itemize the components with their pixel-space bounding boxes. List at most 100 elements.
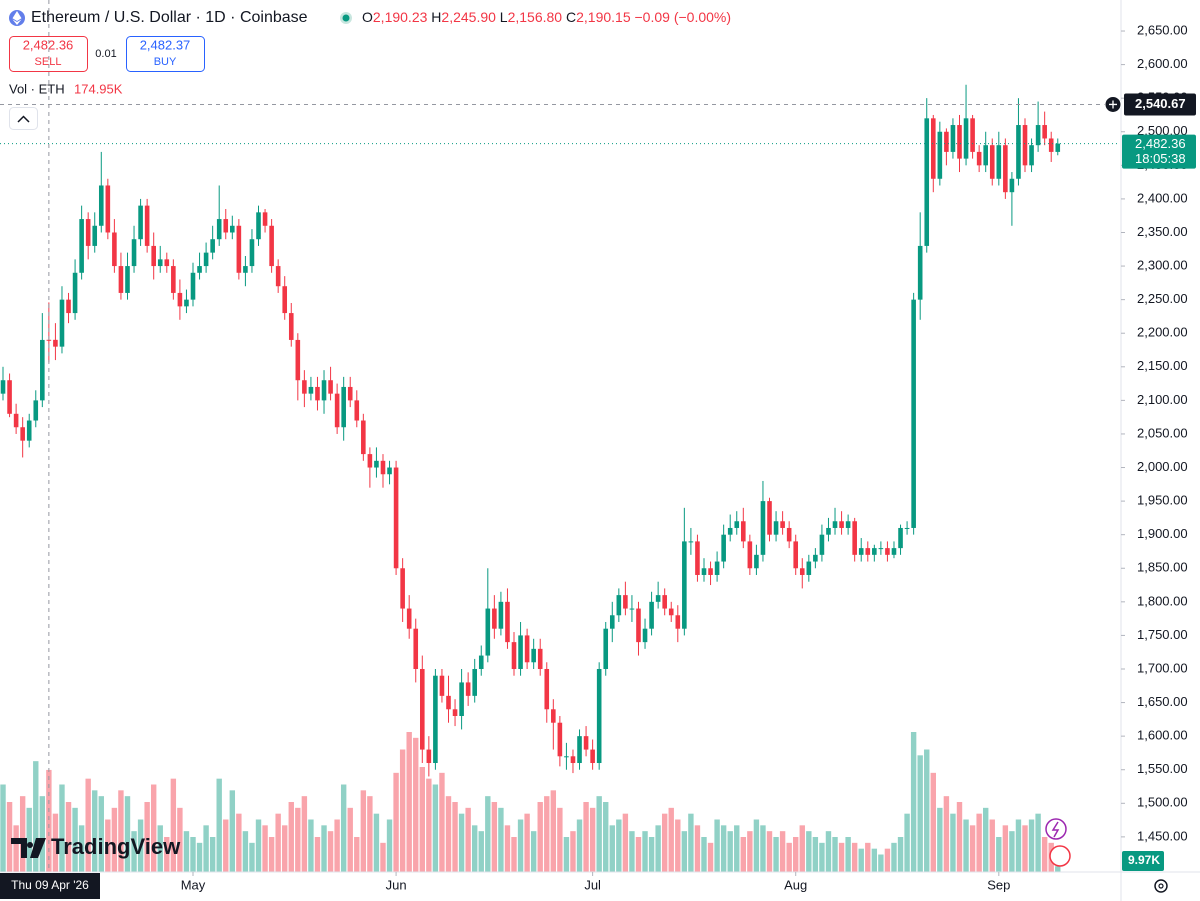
volume-bar xyxy=(734,825,740,872)
candle-body xyxy=(459,682,464,717)
volume-bar xyxy=(530,831,537,872)
volume-bar xyxy=(517,819,524,872)
y-tick-label: 2,100.00 xyxy=(1137,392,1188,407)
volume-bar xyxy=(616,819,622,872)
candle-body xyxy=(13,413,19,428)
volume-bar xyxy=(871,848,878,872)
candle-body xyxy=(773,521,779,535)
candle-body xyxy=(917,245,923,300)
volume-bar xyxy=(98,796,104,872)
volume-bar xyxy=(675,819,681,872)
sell-label[interactable]: SELL xyxy=(35,56,62,68)
candle-body xyxy=(112,232,117,267)
volume-bar xyxy=(858,848,864,872)
collapse-box[interactable] xyxy=(9,107,38,130)
candle-body xyxy=(695,541,700,575)
candle-body xyxy=(406,608,412,629)
volume-bar xyxy=(445,796,452,872)
volume-bar xyxy=(164,837,170,872)
candle-body xyxy=(891,548,897,555)
candle-body xyxy=(583,736,589,750)
candle-body xyxy=(760,501,766,555)
volume-bar xyxy=(472,825,478,872)
candle-body xyxy=(734,521,740,528)
volume-bar xyxy=(190,837,196,872)
candle-body xyxy=(59,299,65,347)
y-tick-label: 1,500.00 xyxy=(1137,795,1188,810)
volume-bar xyxy=(282,825,288,872)
volume-bar xyxy=(622,813,629,872)
volume-legend-label: Vol · ETH xyxy=(9,81,65,96)
volume-bar xyxy=(688,813,694,872)
x-tick-label: Aug xyxy=(784,877,807,892)
candle-body xyxy=(413,628,419,669)
settings-icon[interactable] xyxy=(1154,879,1168,893)
candle-body xyxy=(354,400,360,421)
candle-body xyxy=(262,212,268,226)
candle-body xyxy=(308,386,314,394)
last-price-label: 2,482.36 xyxy=(1135,136,1186,151)
crosshair-date-label: Thu 09 Apr '26 xyxy=(11,878,89,892)
y-tick-label: 2,050.00 xyxy=(1137,425,1188,440)
sell-price[interactable]: 2,482.36 xyxy=(23,37,74,52)
candle-body xyxy=(668,608,674,616)
candle-body xyxy=(511,642,517,669)
volume-bar xyxy=(105,819,111,872)
volume-bar xyxy=(360,790,367,872)
volume-bar xyxy=(884,848,891,872)
y-tick-label: 2,350.00 xyxy=(1137,224,1188,239)
volume-bar xyxy=(727,831,733,872)
sell-box[interactable] xyxy=(9,36,88,72)
candle-body xyxy=(944,131,949,152)
volume-bar xyxy=(773,837,779,872)
candle-body xyxy=(478,655,484,669)
ai-icon[interactable] xyxy=(1045,818,1067,840)
candle-body xyxy=(970,118,975,152)
volume-bar xyxy=(118,790,124,872)
y-tick-label: 1,800.00 xyxy=(1137,593,1188,608)
y-tick-label: 1,550.00 xyxy=(1137,761,1188,776)
candle-body xyxy=(865,548,871,555)
volume-bar xyxy=(314,837,321,872)
volume-bar xyxy=(1022,825,1028,872)
y-tick-label: 1,750.00 xyxy=(1137,627,1188,642)
candle-body xyxy=(1009,178,1015,193)
volume-bar xyxy=(603,802,609,872)
candle-body xyxy=(531,648,536,663)
volume-bar xyxy=(439,772,445,872)
candle-body xyxy=(275,266,281,287)
volume-bar xyxy=(963,819,969,872)
ai-glyph[interactable] xyxy=(1051,821,1060,838)
events-icon[interactable] xyxy=(1049,845,1071,867)
candle-body xyxy=(387,467,392,475)
volume-bar xyxy=(288,802,294,872)
volume-bar xyxy=(583,802,589,872)
candle-body xyxy=(721,534,726,562)
sell-button[interactable]: 2,482.36 SELL xyxy=(9,36,88,72)
volume-bar xyxy=(59,784,65,872)
candle-body xyxy=(609,615,615,629)
candle-body xyxy=(518,635,523,669)
buy-box[interactable] xyxy=(126,36,205,72)
volume-bar xyxy=(485,796,491,872)
volume-bar xyxy=(550,790,557,872)
candle-body xyxy=(950,125,956,152)
volume-bar xyxy=(812,837,819,872)
buy-button[interactable]: 2,482.37 BUY xyxy=(126,36,205,72)
buy-label[interactable]: BUY xyxy=(154,56,177,68)
volume-bar xyxy=(327,831,334,872)
candle-body xyxy=(911,299,916,528)
candle-body xyxy=(164,259,170,267)
collapse-icon[interactable] xyxy=(17,115,30,123)
volume-bar xyxy=(740,837,747,872)
settings-icon-core[interactable] xyxy=(1158,883,1164,889)
volume-bar xyxy=(668,807,674,872)
volume-bar xyxy=(1009,831,1015,872)
buy-price[interactable]: 2,482.37 xyxy=(140,37,191,52)
ohlc-key: H xyxy=(431,9,441,25)
volume-bar xyxy=(72,807,78,872)
candle-body xyxy=(741,521,746,542)
volume-bar xyxy=(1041,837,1048,872)
collapse-button[interactable] xyxy=(9,107,38,130)
volume-bar xyxy=(334,819,340,872)
